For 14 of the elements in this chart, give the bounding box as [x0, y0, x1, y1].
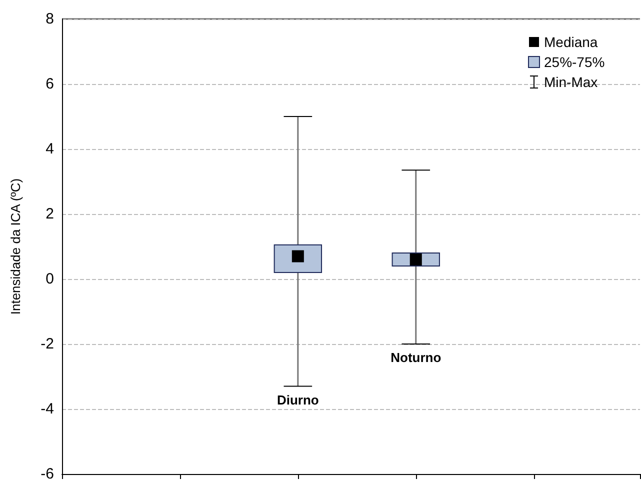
x-tick-label: Noturno — [390, 350, 442, 365]
legend-label: 25%-75% — [544, 53, 605, 72]
y-axis-title: Intensidade da ICA (ºC) — [8, 178, 23, 315]
y-tick-label: 6 — [46, 76, 54, 92]
annotation: Mediana — [544, 33, 598, 52]
x-tick-label: Diurno — [276, 392, 319, 408]
y-tick-label: 4 — [46, 140, 54, 158]
y-tick-label: 8 — [46, 10, 54, 28]
y-tick-label: -6 — [40, 466, 54, 482]
annotation: Min-Max — [544, 73, 598, 92]
y-tick-label: -4 — [40, 400, 54, 418]
y-tick-label: -2 — [40, 336, 54, 352]
y-tick-label: 2 — [46, 206, 54, 222]
y-tick-label: 0 — [46, 270, 54, 288]
